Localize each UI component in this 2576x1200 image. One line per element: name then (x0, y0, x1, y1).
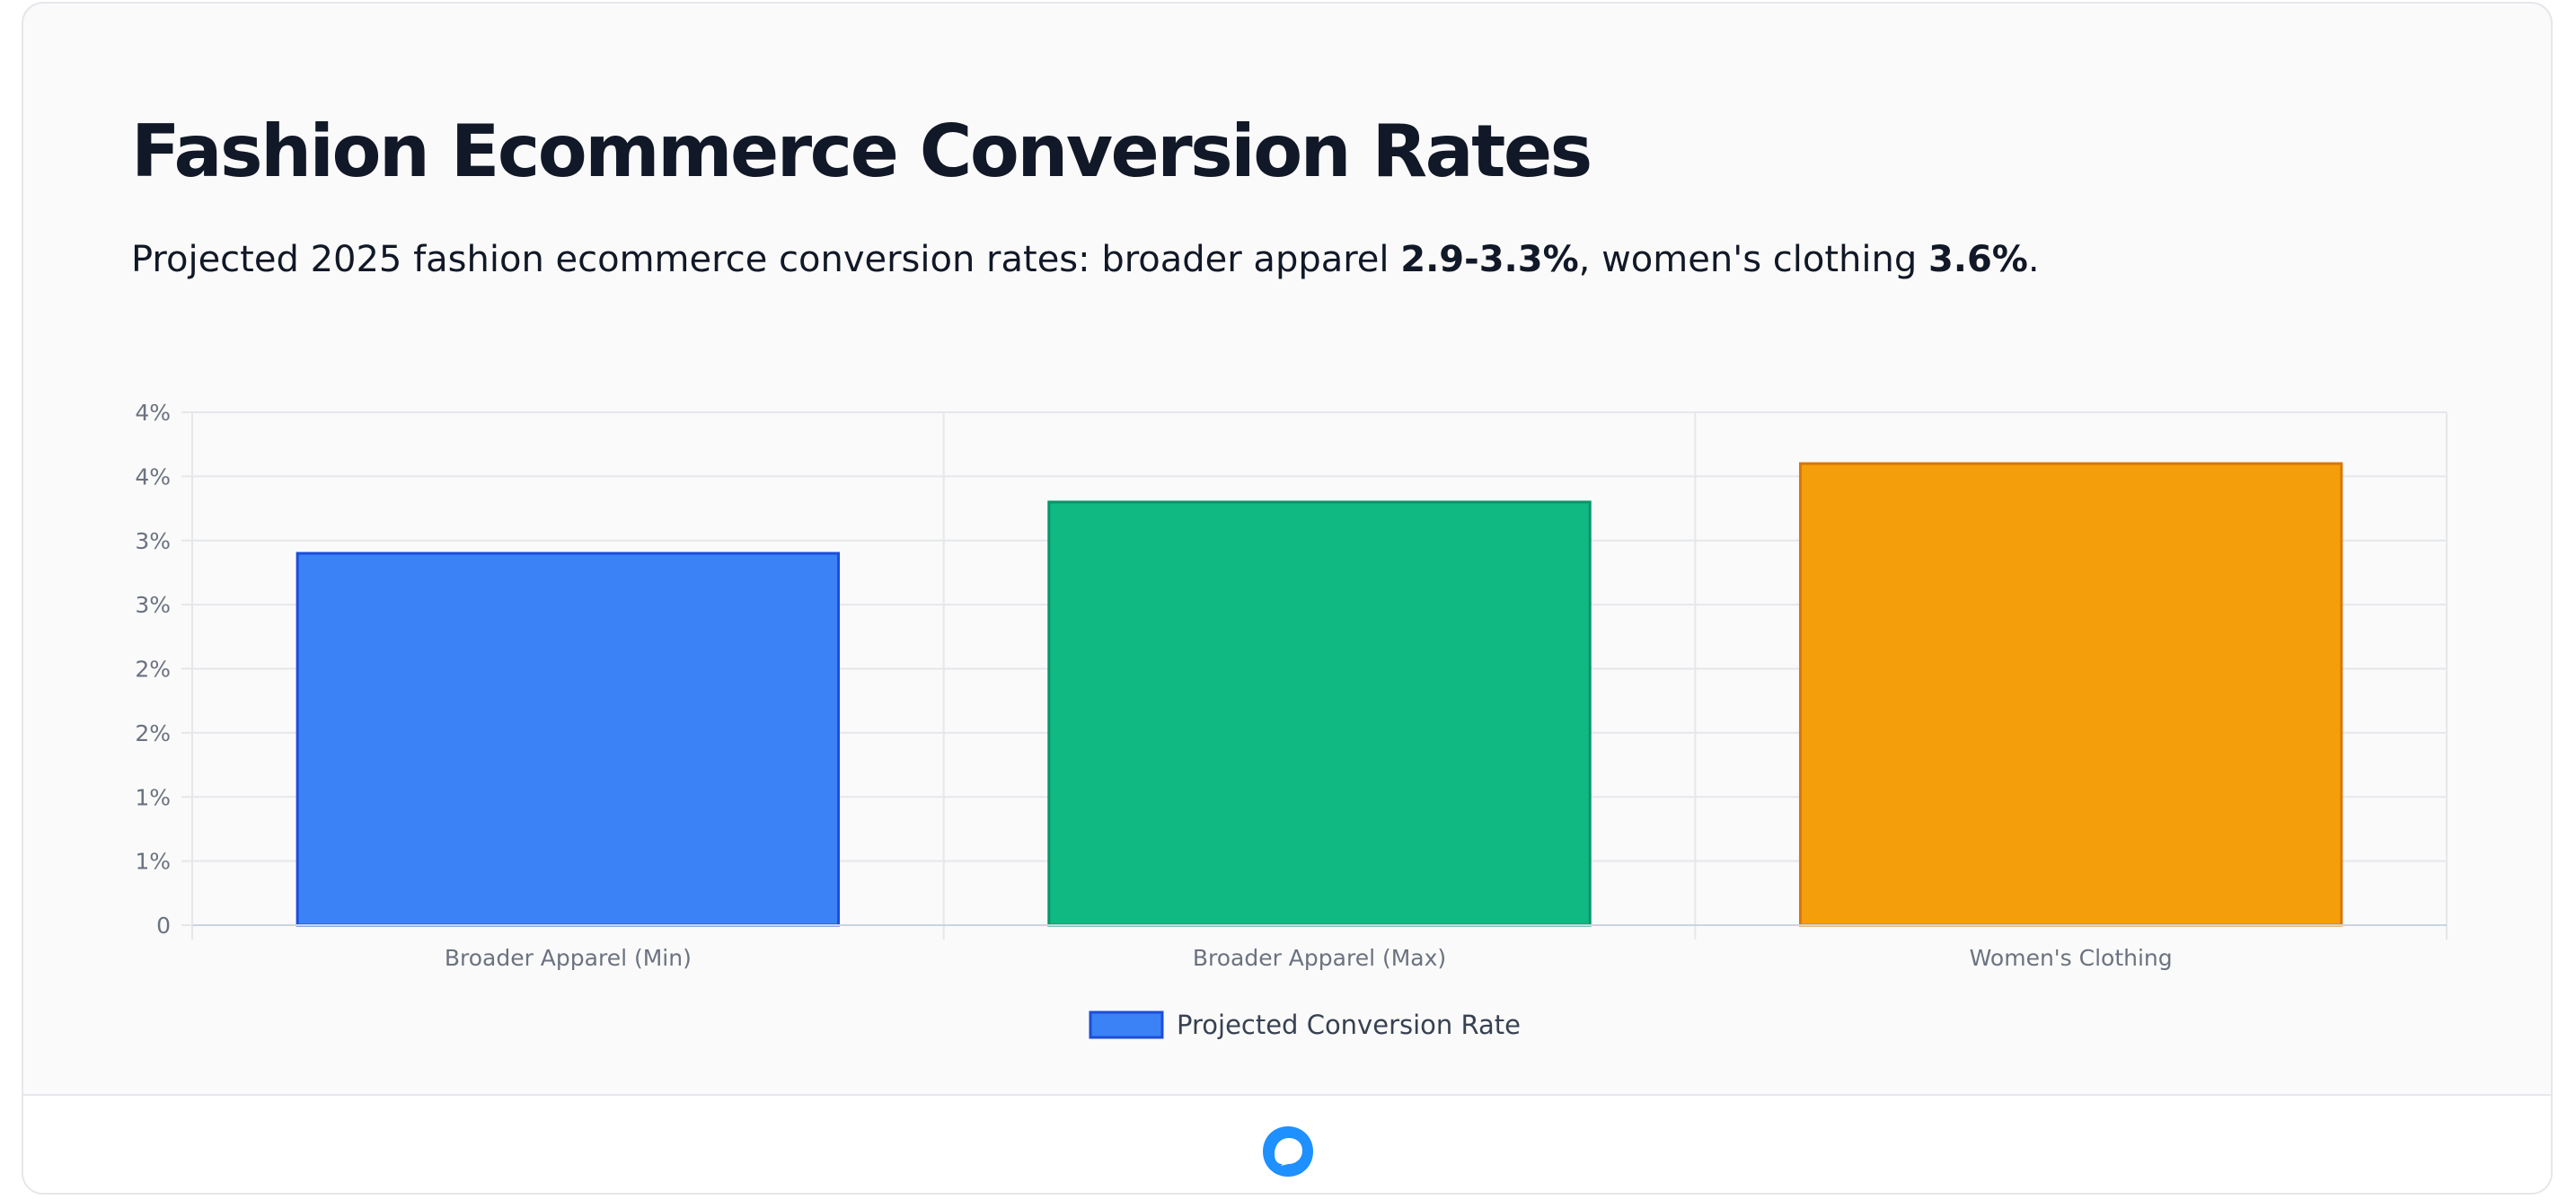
y-tick-label: 0 (156, 913, 171, 939)
chat-bubble-logo-icon[interactable] (1261, 1125, 1315, 1178)
subtitle-prefix: Projected 2025 fashion ecommerce convers… (131, 239, 1401, 280)
bar-chart: 01%1%2%2%3%3%4%4% Broader Apparel (Min) B… (135, 400, 2448, 1040)
subtitle-suffix: . (2027, 239, 2040, 280)
subtitle-apparel-range: 2.9-3.3% (1400, 239, 1579, 280)
subtitle-womens-rate: 3.6% (1928, 239, 2028, 280)
bar-broader-apparel-max[interactable] (1047, 500, 1592, 927)
x-tick-label: Broader Apparel (Min) (445, 945, 692, 971)
page-title: Fashion Ecommerce Conversion Rates (131, 110, 1592, 193)
y-tick-label: 3% (135, 592, 171, 618)
y-tick-label: 2% (135, 657, 171, 683)
page-subtitle: Projected 2025 fashion ecommerce convers… (131, 239, 2040, 280)
x-tick-label: Broader Apparel (Max) (1193, 945, 1446, 971)
subtitle-middle: , women's clothing (1578, 239, 1928, 280)
legend-label[interactable]: Projected Conversion Rate (1177, 1010, 1521, 1040)
bar-broader-apparel-min[interactable] (296, 551, 841, 927)
y-tick-label: 4% (135, 400, 171, 426)
x-tick-label: Women's Clothing (1970, 945, 2173, 971)
bars (296, 462, 2343, 927)
axes (181, 411, 2447, 926)
y-tick-label: 3% (135, 528, 171, 554)
footer (23, 1094, 2551, 1193)
chart-card: Fashion Ecommerce Conversion Rates Proje… (22, 2, 2553, 1195)
y-tick-label: 1% (135, 849, 171, 875)
x-tick-labels: Broader Apparel (Min) Broader Apparel (Ma… (445, 945, 2173, 971)
y-tick-label: 1% (135, 784, 171, 810)
legend-swatch[interactable] (1089, 1010, 1164, 1039)
y-tick-labels: 0 1% 1% 2% 2% 3% 3% 4% 4% (135, 400, 171, 939)
y-tick-label: 2% (135, 720, 171, 746)
y-tick-label: 4% (135, 463, 171, 490)
bar-women-s-clothing[interactable] (1798, 462, 2343, 927)
legend[interactable]: Projected Conversion Rate (1089, 1010, 1521, 1040)
